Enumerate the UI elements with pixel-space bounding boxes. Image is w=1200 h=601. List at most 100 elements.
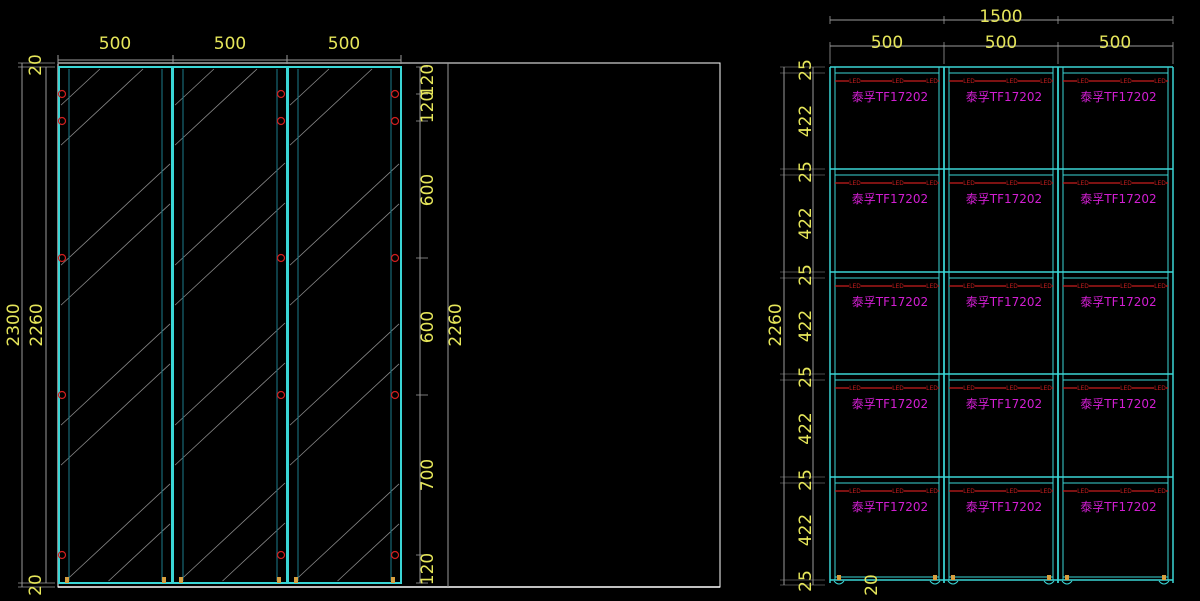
hatch-line [108, 523, 171, 582]
led-tag: LED [892, 385, 904, 392]
cell-label: 泰孚TF17202 [1080, 397, 1156, 411]
dim-hinge-3: 600 [418, 174, 438, 206]
glass-door-panel [287, 66, 402, 584]
cell-label: 泰孚TF17202 [966, 397, 1042, 411]
hatch-line [174, 362, 286, 466]
led-tag: LED [1154, 283, 1166, 290]
cell-label: 泰孚TF17202 [852, 90, 928, 104]
led-gap [892, 180, 904, 186]
led-gap [926, 78, 938, 84]
hatch-line [289, 163, 400, 266]
led-tag: LED [892, 488, 904, 495]
dim-hinge-4: 600 [418, 311, 438, 343]
hinge-icon [390, 253, 400, 263]
hinge-icon [57, 253, 67, 263]
hatch-line [60, 68, 144, 146]
dim-overall-width: 1500 [979, 7, 1022, 27]
cell-label: 泰孚TF17202 [1080, 295, 1156, 309]
dim-bottom-gap: 20 [26, 574, 46, 596]
led-tag: LED [849, 488, 861, 495]
dim-top-gap: 20 [26, 54, 46, 76]
dim-top-width-3: 500 [328, 34, 360, 54]
hatch-line [289, 68, 373, 146]
hinge-icon [276, 253, 286, 263]
led-gap [926, 283, 938, 289]
led-gap [849, 488, 861, 494]
led-tag: LED [1040, 283, 1052, 290]
hinge-icon [276, 89, 286, 99]
led-tag: LED [1040, 488, 1052, 495]
led-gap [1154, 488, 1166, 494]
led-gap [849, 283, 861, 289]
dim-hinge-5: 700 [418, 459, 438, 491]
led-tag: LED [926, 488, 938, 495]
dim-row-1: 25 [796, 59, 816, 81]
led-gap [1040, 385, 1052, 391]
dim-row-11: 25 [796, 570, 816, 592]
glass-hatch [289, 68, 400, 582]
dim-row-5: 25 [796, 264, 816, 286]
led-gap [926, 488, 938, 494]
outline-rect [57, 62, 721, 588]
dim-col-width-1: 500 [871, 33, 903, 53]
dim-row-8: 422 [796, 412, 816, 444]
led-gap [1154, 283, 1166, 289]
led-tag: LED [1120, 180, 1132, 187]
led-tag: LED [926, 283, 938, 290]
back-elevation-shelving: LED LED LED LED LED LED LED LED LED LED LED LED LED L… [783, 16, 1174, 585]
caster-icon [1158, 580, 1170, 585]
led-gap [849, 78, 861, 84]
led-tag: LED [963, 385, 975, 392]
led-tag: LED [849, 385, 861, 392]
foot-icon [951, 575, 955, 580]
led-tag: LED [892, 78, 904, 85]
dim-hinge-2: 120 [418, 91, 438, 123]
led-gap [1006, 283, 1018, 289]
hinge-icon [276, 550, 286, 560]
glass-hatch [174, 68, 286, 582]
led-tag: LED [1077, 78, 1089, 85]
led-gap [1154, 180, 1166, 186]
hinge-icon [57, 550, 67, 560]
led-gap [1120, 385, 1132, 391]
hatch-line [174, 68, 215, 106]
led-gap [963, 488, 975, 494]
hatch-line [60, 68, 101, 106]
led-tag: LED [963, 78, 975, 85]
led-gap [963, 180, 975, 186]
led-gap [1006, 180, 1018, 186]
led-gap [1040, 78, 1052, 84]
hatch-line [60, 203, 171, 306]
led-tag: LED [1006, 283, 1018, 290]
cell-label: 泰孚TF17202 [966, 90, 1042, 104]
hinge-icon [57, 116, 67, 126]
hatch-line [174, 162, 286, 266]
glass-hatch [60, 68, 171, 582]
hatch-line [60, 363, 171, 466]
glass-door-panel [57, 66, 173, 584]
door-frame [287, 66, 402, 584]
dim-overall-height: 2300 [4, 303, 24, 346]
cell-label: 泰孚TF17202 [852, 500, 928, 514]
hinge-icon [390, 89, 400, 99]
led-tag: LED [1154, 78, 1166, 85]
led-tag: LED [1040, 385, 1052, 392]
led-tag: LED [1040, 78, 1052, 85]
caster-icon [833, 580, 845, 585]
foot-icon [1065, 575, 1069, 580]
cell-label: 泰孚TF17202 [852, 295, 928, 309]
hatch-line [337, 523, 400, 582]
hatch-line [294, 483, 400, 582]
foot-icon [162, 577, 166, 583]
led-gap [1120, 488, 1132, 494]
caster-icon [1061, 580, 1073, 585]
led-gap [1006, 78, 1018, 84]
led-gap [1077, 488, 1089, 494]
led-tag: LED [1077, 180, 1089, 187]
cell-label: 泰孚TF17202 [966, 192, 1042, 206]
hinge-icon [390, 116, 400, 126]
hatch-line [289, 323, 400, 426]
hatch-line [60, 163, 171, 266]
dim-hinge-6: 120 [418, 553, 438, 585]
cell-label: 泰孚TF17202 [1080, 500, 1156, 514]
